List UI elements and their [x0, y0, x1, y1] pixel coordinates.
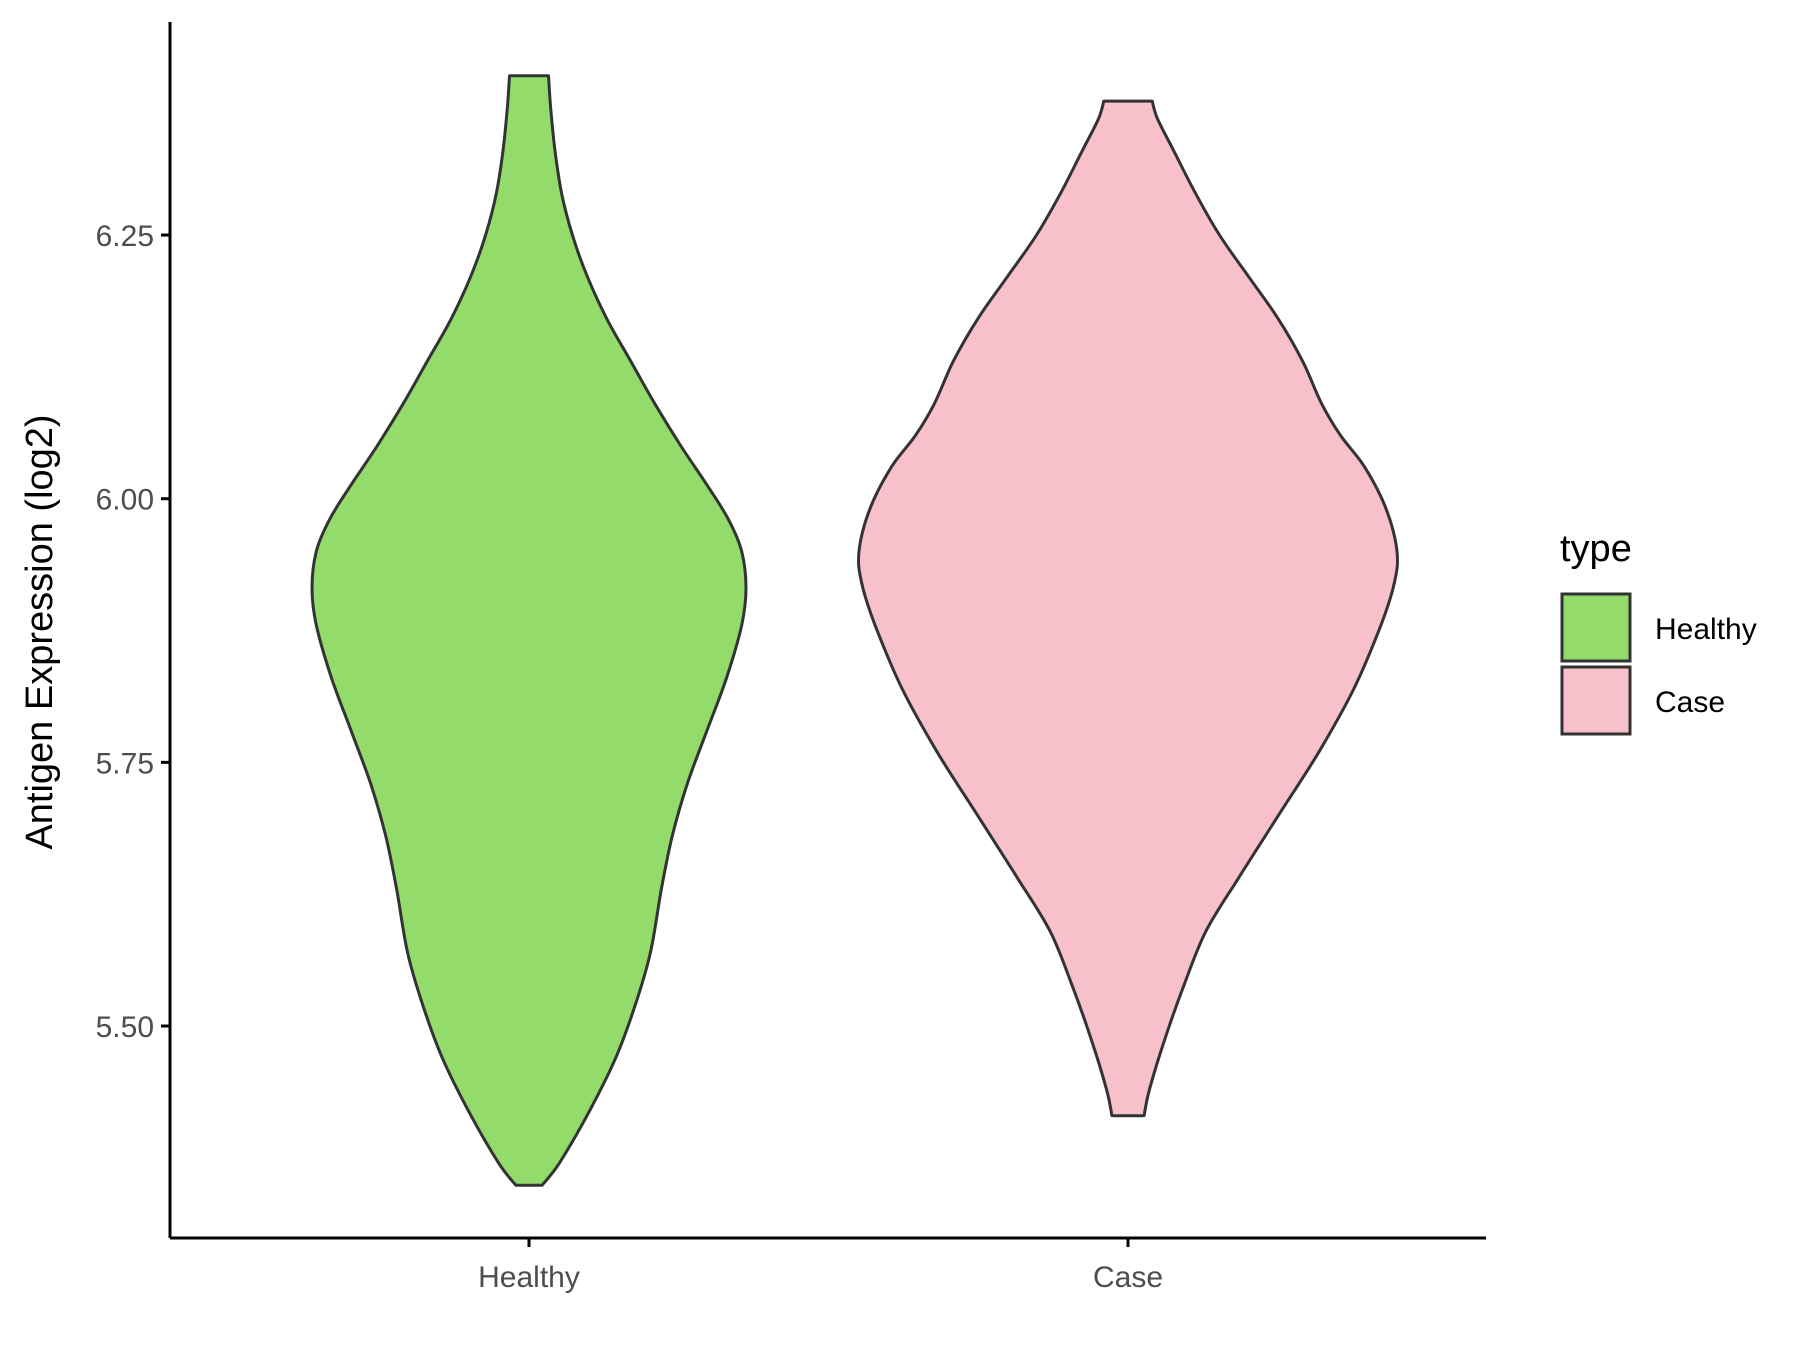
violin-healthy	[310, 74, 748, 1187]
x-ticks: Healthy Case	[478, 1238, 1163, 1294]
violin-layer	[310, 74, 1400, 1187]
violin-case	[856, 99, 1400, 1118]
x-tick-label: Case	[1093, 1261, 1163, 1294]
legend-key-healthy	[1560, 592, 1632, 663]
y-tick-label: 5.75	[96, 747, 154, 780]
legend-title: type	[1560, 528, 1632, 570]
legend: type Healthy Case	[1560, 528, 1757, 736]
y-ticks: 5.50 5.75 6.00 6.25	[96, 220, 170, 1044]
x-tick-label: Healthy	[478, 1261, 580, 1294]
y-tick-label: 6.00	[96, 484, 154, 517]
y-axis-title: Antigen Expression (log2)	[19, 414, 61, 849]
legend-label-case: Case	[1655, 686, 1725, 719]
y-tick-label: 6.25	[96, 220, 154, 253]
legend-key-case	[1560, 665, 1632, 736]
y-tick-label: 5.50	[96, 1011, 154, 1044]
legend-label-healthy: Healthy	[1655, 613, 1757, 646]
